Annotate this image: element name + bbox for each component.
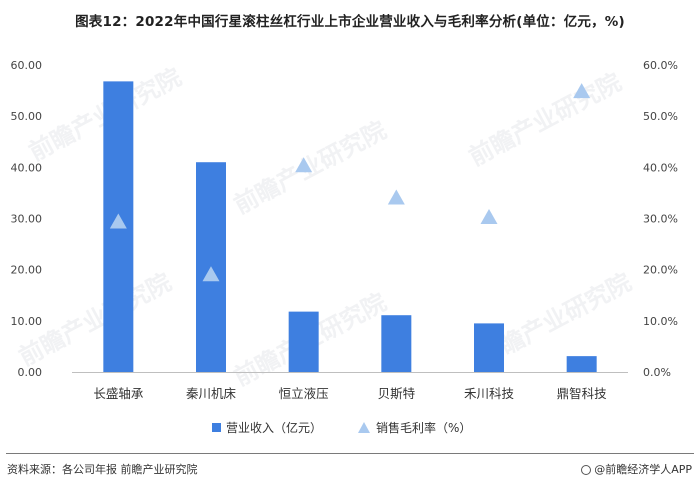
marker-gross-margin [109, 213, 127, 229]
brand-logo-icon [581, 465, 592, 475]
bar-revenue [474, 323, 504, 372]
y2-axis-tick-label: 60.0% [643, 59, 678, 72]
legend-label-revenue: 营业收入（亿元） [226, 420, 322, 435]
bar-revenue [381, 315, 412, 372]
marker-gross-margin [202, 266, 220, 282]
legend-swatch-margin [358, 422, 370, 433]
legend-label-margin: 销售毛利率（%） [376, 420, 471, 435]
x-axis-tick-label: 恒立液压 [279, 386, 329, 401]
y-axis-tick-label: 60.00 [11, 59, 43, 72]
y-axis-tick-label: 30.00 [11, 213, 43, 226]
x-axis-tick-label: 禾川科技 [464, 386, 515, 401]
marker-gross-margin [480, 208, 498, 224]
x-axis-tick-label: 秦川机床 [186, 386, 237, 401]
footer: 资料来源：各公司年报 前瞻产业研究院 @前瞻经济学人APP [0, 453, 700, 487]
chart-area: 0.00 10.00 20.00 30.00 40.00 50.00 60.00 0.0% 10… [11, 59, 678, 435]
y-axis-tick-label: 10.00 [11, 315, 43, 328]
marker-gross-margin [295, 157, 313, 173]
y-axis-tick-label: 20.00 [11, 264, 43, 277]
y2-axis-tick-label: 20.0% [643, 264, 678, 277]
legend-swatch-revenue [212, 423, 221, 432]
source-note: 资料来源：各公司年报 前瞻产业研究院 [7, 463, 198, 476]
brand-text: @前瞻经济学人APP [594, 463, 692, 476]
y-axis-tick-label: 0.00 [18, 366, 43, 379]
y-axis-tick-label: 40.00 [11, 161, 43, 174]
x-axis-tick-label: 贝斯特 [378, 386, 416, 401]
chart-title: 图表12：2022年中国行星滚柱丝杠行业上市企业营业收入与毛利率分析(单位：亿元… [75, 14, 625, 30]
marker-gross-margin [387, 189, 405, 205]
y-axis-tick-label: 50.00 [11, 110, 43, 123]
y2-axis-tick-label: 30.0% [643, 213, 678, 226]
y2-axis-tick-label: 40.0% [643, 161, 678, 174]
bar-revenue [288, 311, 319, 372]
y2-axis-tick-label: 50.0% [643, 110, 678, 123]
footer-divider [6, 453, 694, 454]
bar-revenue [566, 356, 597, 372]
x-axis-tick-label: 鼎智科技 [557, 386, 608, 401]
brand-credit: @前瞻经济学人APP [581, 461, 692, 477]
y2-axis-tick-label: 10.0% [643, 315, 678, 328]
x-axis-tick-label: 长盛轴承 [93, 386, 144, 401]
y2-axis-tick-label: 0.0% [643, 366, 671, 379]
marker-gross-margin [573, 83, 591, 99]
